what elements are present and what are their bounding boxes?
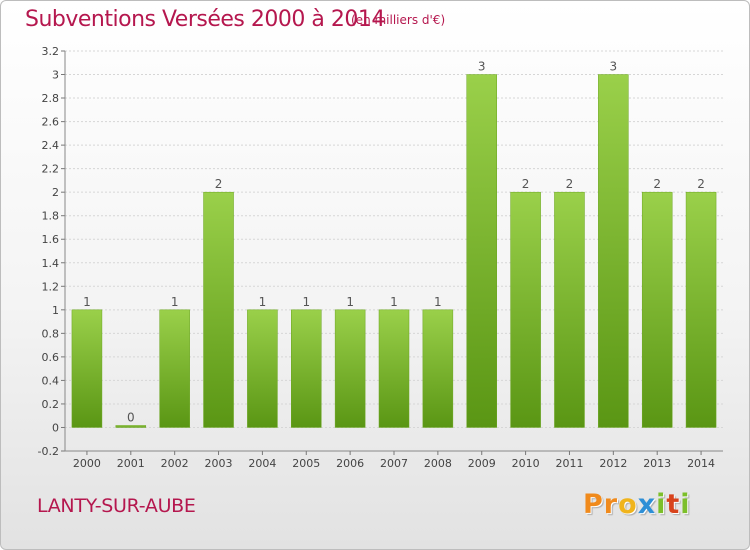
x-tick-label: 2010: [512, 457, 540, 470]
x-tick-label: 2006: [336, 457, 364, 470]
bar-2014: [685, 191, 717, 428]
x-tick-label: 2005: [292, 457, 320, 470]
x-tick-label: 2009: [468, 457, 496, 470]
bar-2011: [554, 191, 585, 428]
logo-letter: t: [666, 489, 681, 520]
logo-letter: i: [680, 489, 691, 520]
bar-2008: [422, 309, 454, 428]
bar-2013: [641, 191, 673, 428]
logo-letter: i: [656, 489, 667, 520]
y-tick-label: 0: [52, 421, 59, 434]
commune-name: LANTY-SUR-AUBE: [37, 495, 196, 517]
data-label: 2: [215, 177, 223, 191]
x-tick-label: 2013: [643, 457, 671, 470]
logo-letter: x: [637, 489, 657, 520]
bar-2009: [466, 74, 497, 428]
bar-2006: [334, 309, 366, 428]
y-tick-label: 0.4: [42, 374, 60, 387]
bar-2007: [378, 309, 410, 428]
data-label: 3: [610, 60, 618, 74]
data-label: 1: [83, 295, 91, 309]
axis-layer: -0.2 0 0.2 0.4 0.6 0.8 1 1.2 1.4 1.6 1.8 2 2.2 2.4 2.6…: [38, 45, 723, 470]
logo-letter: r: [603, 489, 619, 520]
y-tick-label: 0.2: [42, 398, 60, 411]
data-label: 1: [390, 295, 398, 309]
y-tick-label: 2.2: [42, 163, 60, 176]
x-tick-label: 2001: [117, 457, 145, 470]
y-tick-label: 1.2: [42, 280, 60, 293]
x-tick-label: 2014: [687, 457, 715, 470]
bar-2001: [115, 425, 147, 428]
y-tick-label: 0.8: [42, 327, 60, 340]
x-tick-label: 2008: [424, 457, 452, 470]
x-tick-label: 2003: [205, 457, 233, 470]
x-tick-label: 2002: [161, 457, 189, 470]
bar-layer: [71, 74, 717, 428]
bar-2003: [203, 191, 234, 428]
y-tick-label: 1.6: [42, 233, 60, 246]
y-tick-label: 0.6: [42, 351, 60, 364]
y-tick-label: 1.4: [42, 257, 60, 270]
chart-title: Subventions Versées 2000 à 2014: [25, 7, 385, 32]
data-label: 1: [302, 295, 310, 309]
y-tick-label: 1: [52, 304, 59, 317]
data-label: 1: [434, 295, 442, 309]
y-tick-label: 2.6: [42, 116, 60, 129]
y-tick-label: -0.2: [38, 445, 59, 458]
logo-letter: P: [583, 489, 604, 520]
y-tick-label: 3: [52, 69, 59, 82]
y-tick-label: 1.8: [42, 210, 60, 223]
bar-2010: [510, 191, 541, 428]
data-label: 3: [478, 60, 486, 74]
x-tick-label: 2011: [555, 457, 583, 470]
x-tick-label: 2012: [599, 457, 627, 470]
data-label: 0: [127, 410, 135, 424]
bar-2012: [598, 74, 629, 428]
data-label: 1: [171, 295, 179, 309]
bar-2000: [71, 309, 103, 428]
bar-2005: [291, 309, 322, 428]
bar-2002: [159, 309, 190, 428]
x-tick-label: 2004: [248, 457, 276, 470]
data-label: 1: [259, 295, 267, 309]
bar-2004: [247, 309, 278, 428]
y-tick-label: 2: [52, 186, 59, 199]
data-label: 2: [522, 177, 530, 191]
y-tick-label: 2.8: [42, 92, 60, 105]
x-tick-label: 2007: [380, 457, 408, 470]
data-label: 2: [566, 177, 574, 191]
chart-unit: (en milliers d'€): [351, 13, 446, 27]
data-label: 1: [346, 295, 354, 309]
y-tick-label: 2.4: [42, 139, 60, 152]
proxiti-logo: Proxiti: [583, 489, 691, 520]
data-label: 2: [653, 177, 661, 191]
data-label: 2: [697, 177, 705, 191]
x-tick-label: 2000: [73, 457, 101, 470]
y-tick-label: 3.2: [42, 45, 60, 58]
logo-letter: o: [618, 489, 638, 520]
